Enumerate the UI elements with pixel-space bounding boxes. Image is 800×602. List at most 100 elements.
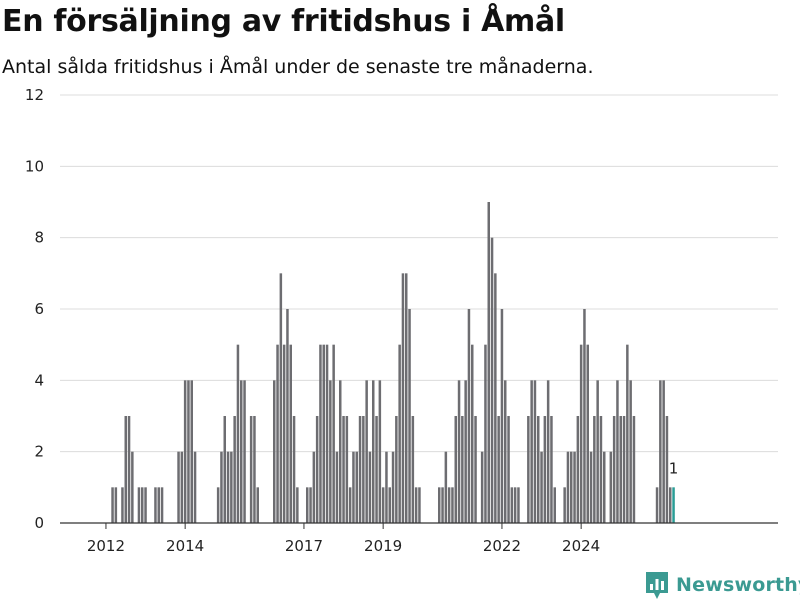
bar — [513, 487, 517, 523]
bar — [141, 487, 144, 523]
x-tick-label: 2022 — [483, 537, 521, 555]
y-tick-label: 8 — [34, 229, 44, 247]
bar — [358, 416, 362, 523]
bar — [339, 380, 342, 523]
bar — [457, 380, 461, 523]
x-tick-label: 2017 — [285, 537, 323, 555]
bar — [160, 487, 164, 523]
bar — [593, 416, 596, 523]
last-value-label: 1 — [669, 459, 679, 477]
bar — [355, 451, 358, 523]
newsworthy-logo[interactable]: Newsworthy — [644, 568, 800, 602]
bar — [589, 451, 593, 523]
bar — [388, 487, 391, 523]
bar — [441, 487, 444, 523]
bar — [372, 380, 375, 523]
bar — [530, 380, 533, 523]
bar — [510, 487, 514, 523]
bar — [546, 380, 550, 523]
bar — [276, 344, 279, 523]
bar — [193, 451, 197, 523]
bar — [579, 344, 583, 523]
bar — [527, 416, 530, 523]
bar — [365, 380, 368, 523]
bar — [154, 487, 157, 523]
bar — [398, 344, 401, 523]
bar — [454, 416, 457, 523]
bar — [342, 416, 345, 523]
bar — [273, 380, 276, 523]
bar — [391, 451, 395, 523]
bar — [444, 451, 448, 523]
bar — [629, 380, 632, 523]
bar — [490, 237, 494, 524]
bar — [226, 451, 230, 523]
bar — [619, 416, 622, 523]
gridlines — [60, 94, 778, 453]
x-axis: 2012 2014 2017 2019 2022 2024 — [60, 522, 778, 555]
bar — [183, 380, 187, 523]
x-tick-label: 2012 — [87, 537, 125, 555]
bar — [322, 344, 325, 523]
bar — [190, 380, 193, 523]
bar — [240, 380, 243, 523]
bar — [236, 344, 240, 523]
bar — [659, 380, 662, 523]
bar — [461, 416, 464, 523]
bar — [315, 416, 319, 523]
brand-name: Newsworthy — [676, 574, 800, 596]
bar — [144, 487, 147, 523]
bar — [573, 451, 576, 523]
bar — [418, 487, 421, 523]
bar — [111, 487, 114, 523]
bar — [114, 487, 118, 523]
bar — [253, 416, 256, 523]
bar — [480, 451, 484, 523]
bar — [296, 487, 299, 523]
bar — [177, 451, 180, 523]
bar — [279, 273, 283, 523]
bar — [131, 451, 134, 523]
bar — [230, 451, 233, 523]
bar — [345, 416, 349, 523]
bar — [233, 416, 236, 523]
bar — [484, 344, 487, 523]
bar — [596, 380, 599, 523]
bar — [540, 451, 543, 523]
bar — [543, 416, 547, 523]
bar — [669, 487, 672, 523]
bar — [500, 309, 504, 523]
y-tick-label: 4 — [34, 371, 44, 389]
x-tick-label: 2014 — [166, 537, 204, 555]
bar — [583, 309, 586, 523]
bar — [319, 344, 322, 523]
bar — [381, 487, 385, 523]
bars — [111, 202, 675, 524]
bar — [289, 344, 292, 523]
bar — [395, 416, 398, 523]
bar — [471, 344, 474, 523]
bar — [626, 344, 629, 523]
bar — [576, 416, 580, 523]
bar — [438, 487, 441, 523]
bar — [378, 380, 382, 523]
x-tick-label: 2019 — [364, 537, 402, 555]
bar — [292, 416, 296, 523]
bar — [121, 487, 124, 523]
bar — [282, 344, 286, 523]
bar — [655, 487, 659, 523]
bar — [157, 487, 160, 523]
bar — [507, 416, 510, 523]
bar — [553, 487, 556, 523]
bar — [180, 451, 184, 523]
bar — [487, 202, 490, 523]
bar — [408, 309, 411, 523]
bar — [223, 416, 226, 523]
bar — [348, 487, 352, 523]
bar — [494, 273, 497, 523]
bar — [329, 380, 332, 523]
bar — [385, 451, 388, 523]
bar — [612, 416, 616, 523]
bar — [622, 416, 626, 523]
bar — [335, 451, 339, 523]
